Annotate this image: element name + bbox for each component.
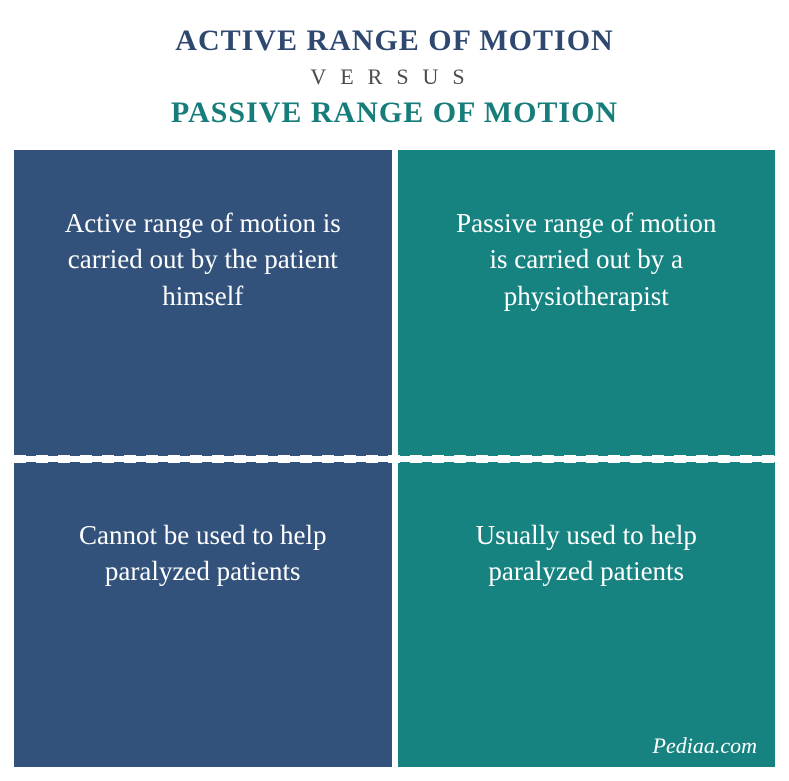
infographic-container: ACTIVE RANGE OF MOTION VERSUS PASSIVE RA… — [0, 0, 789, 781]
comparison-grid: Active range of motion is carried out by… — [14, 150, 775, 767]
versus-label: VERSUS — [14, 64, 775, 90]
cell-top-right: Passive range of motion is carried out b… — [398, 150, 776, 456]
cell-top-left: Active range of motion is carried out by… — [14, 150, 392, 456]
title-bottom: PASSIVE RANGE OF MOTION — [14, 96, 775, 130]
cell-text: Active range of motion is carried out by… — [64, 205, 342, 314]
cell-text: Cannot be used to help paralyzed patient… — [64, 517, 342, 590]
title-top: ACTIVE RANGE OF MOTION — [14, 24, 775, 58]
source-label: Pediaa.com — [653, 733, 757, 759]
cell-bottom-right: Usually used to help paralyzed patients — [398, 462, 776, 768]
cell-bottom-left: Cannot be used to help paralyzed patient… — [14, 462, 392, 768]
cell-text: Usually used to help paralyzed patients — [448, 517, 726, 590]
cell-text: Passive range of motion is carried out b… — [448, 205, 726, 314]
header: ACTIVE RANGE OF MOTION VERSUS PASSIVE RA… — [14, 14, 775, 150]
